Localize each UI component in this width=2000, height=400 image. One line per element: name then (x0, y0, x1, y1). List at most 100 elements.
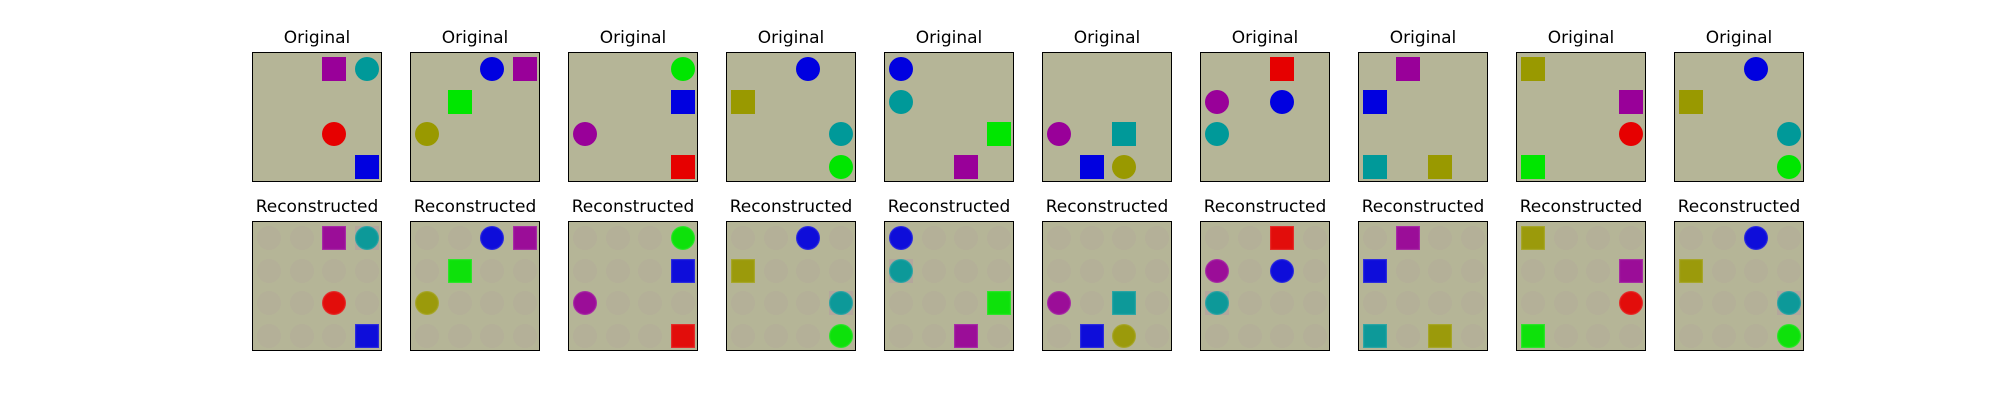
ghost-artifact (763, 323, 788, 348)
blue-circle (1744, 57, 1769, 82)
purple-square (1618, 89, 1643, 114)
olive-square (1521, 57, 1546, 82)
ghost-artifact (1237, 258, 1262, 283)
teal-circle (1776, 291, 1801, 316)
ghost-artifact (447, 226, 472, 251)
ghost-artifact (796, 323, 821, 348)
blue-circle (796, 57, 821, 82)
ghost-artifact (605, 323, 630, 348)
reconstructed-image (884, 221, 1014, 351)
blue-circle (1270, 258, 1295, 283)
ghost-artifact (731, 291, 756, 316)
ghost-artifact (1144, 258, 1169, 283)
teal-circle (1205, 291, 1230, 316)
reconstructed-image (1042, 221, 1172, 351)
ghost-artifact (1302, 226, 1327, 251)
reconstructed-title: Reconstructed (413, 197, 537, 217)
blue-circle (1744, 226, 1769, 251)
red-circle (1618, 122, 1643, 147)
ghost-artifact (480, 258, 505, 283)
green-square (1521, 154, 1546, 179)
ghost-artifact (1302, 258, 1327, 283)
ghost-artifact (638, 226, 663, 251)
ghost-artifact (605, 258, 630, 283)
ghost-artifact (1553, 226, 1578, 251)
ghost-artifact (289, 291, 314, 316)
reconstructed-image (410, 221, 540, 351)
ghost-artifact (1744, 258, 1769, 283)
purple-circle (1047, 122, 1072, 147)
reconstructed-title: Reconstructed (1519, 197, 1643, 217)
ghost-artifact (1112, 258, 1137, 283)
blue-square (1363, 89, 1388, 114)
green-square (1521, 323, 1546, 348)
teal-circle (354, 226, 379, 251)
ghost-artifact (763, 258, 788, 283)
ghost-artifact (1237, 323, 1262, 348)
blue-circle (1270, 89, 1295, 114)
ghost-artifact (447, 323, 472, 348)
ghost-artifact (670, 291, 695, 316)
ghost-artifact (1047, 323, 1072, 348)
original-image (726, 52, 856, 182)
green-square (447, 89, 472, 114)
reconstructed-title: Reconstructed (887, 197, 1011, 217)
ghost-artifact (573, 323, 598, 348)
ghost-artifact (1047, 226, 1072, 251)
original-image (1042, 52, 1172, 182)
original-image (1516, 52, 1646, 182)
purple-square (1618, 258, 1643, 283)
olive-square (1679, 258, 1704, 283)
ghost-artifact (1270, 291, 1295, 316)
reconstructed-image (726, 221, 856, 351)
ghost-artifact (638, 291, 663, 316)
red-square (670, 154, 695, 179)
ghost-artifact (512, 323, 537, 348)
purple-square (512, 57, 537, 82)
ghost-artifact (828, 258, 853, 283)
blue-square (670, 258, 695, 283)
ghost-artifact (512, 291, 537, 316)
ghost-artifact (921, 258, 946, 283)
blue-square (354, 323, 379, 348)
ghost-artifact (638, 323, 663, 348)
purple-circle (1047, 291, 1072, 316)
ghost-artifact (1460, 323, 1485, 348)
ghost-artifact (954, 226, 979, 251)
ghost-artifact (954, 291, 979, 316)
blue-square (354, 154, 379, 179)
ghost-artifact (1144, 291, 1169, 316)
ghost-artifact (354, 291, 379, 316)
ghost-artifact (921, 291, 946, 316)
ghost-artifact (1460, 226, 1485, 251)
ghost-artifact (1460, 258, 1485, 283)
purple-square (322, 226, 347, 251)
ghost-artifact (1679, 291, 1704, 316)
ghost-artifact (1553, 258, 1578, 283)
ghost-artifact (1205, 323, 1230, 348)
ghost-artifact (480, 291, 505, 316)
blue-circle (796, 226, 821, 251)
original-title: Original (441, 28, 509, 48)
reconstructed-title: Reconstructed (1045, 197, 1169, 217)
blue-circle (889, 226, 914, 251)
purple-circle (1205, 258, 1230, 283)
ghost-artifact (354, 258, 379, 283)
ghost-artifact (796, 291, 821, 316)
ghost-artifact (921, 323, 946, 348)
ghost-artifact (731, 226, 756, 251)
reconstructed-title: Reconstructed (1677, 197, 1801, 217)
purple-square (1395, 226, 1420, 251)
reconstructed-title: Reconstructed (1361, 197, 1485, 217)
reconstructed-title: Reconstructed (1203, 197, 1327, 217)
red-circle (322, 291, 347, 316)
ghost-artifact (1553, 291, 1578, 316)
ghost-artifact (512, 258, 537, 283)
reconstructed-image (1358, 221, 1488, 351)
ghost-artifact (605, 226, 630, 251)
ghost-artifact (1679, 226, 1704, 251)
ghost-artifact (257, 323, 282, 348)
ghost-artifact (1237, 226, 1262, 251)
purple-circle (573, 291, 598, 316)
ghost-artifact (1521, 258, 1546, 283)
